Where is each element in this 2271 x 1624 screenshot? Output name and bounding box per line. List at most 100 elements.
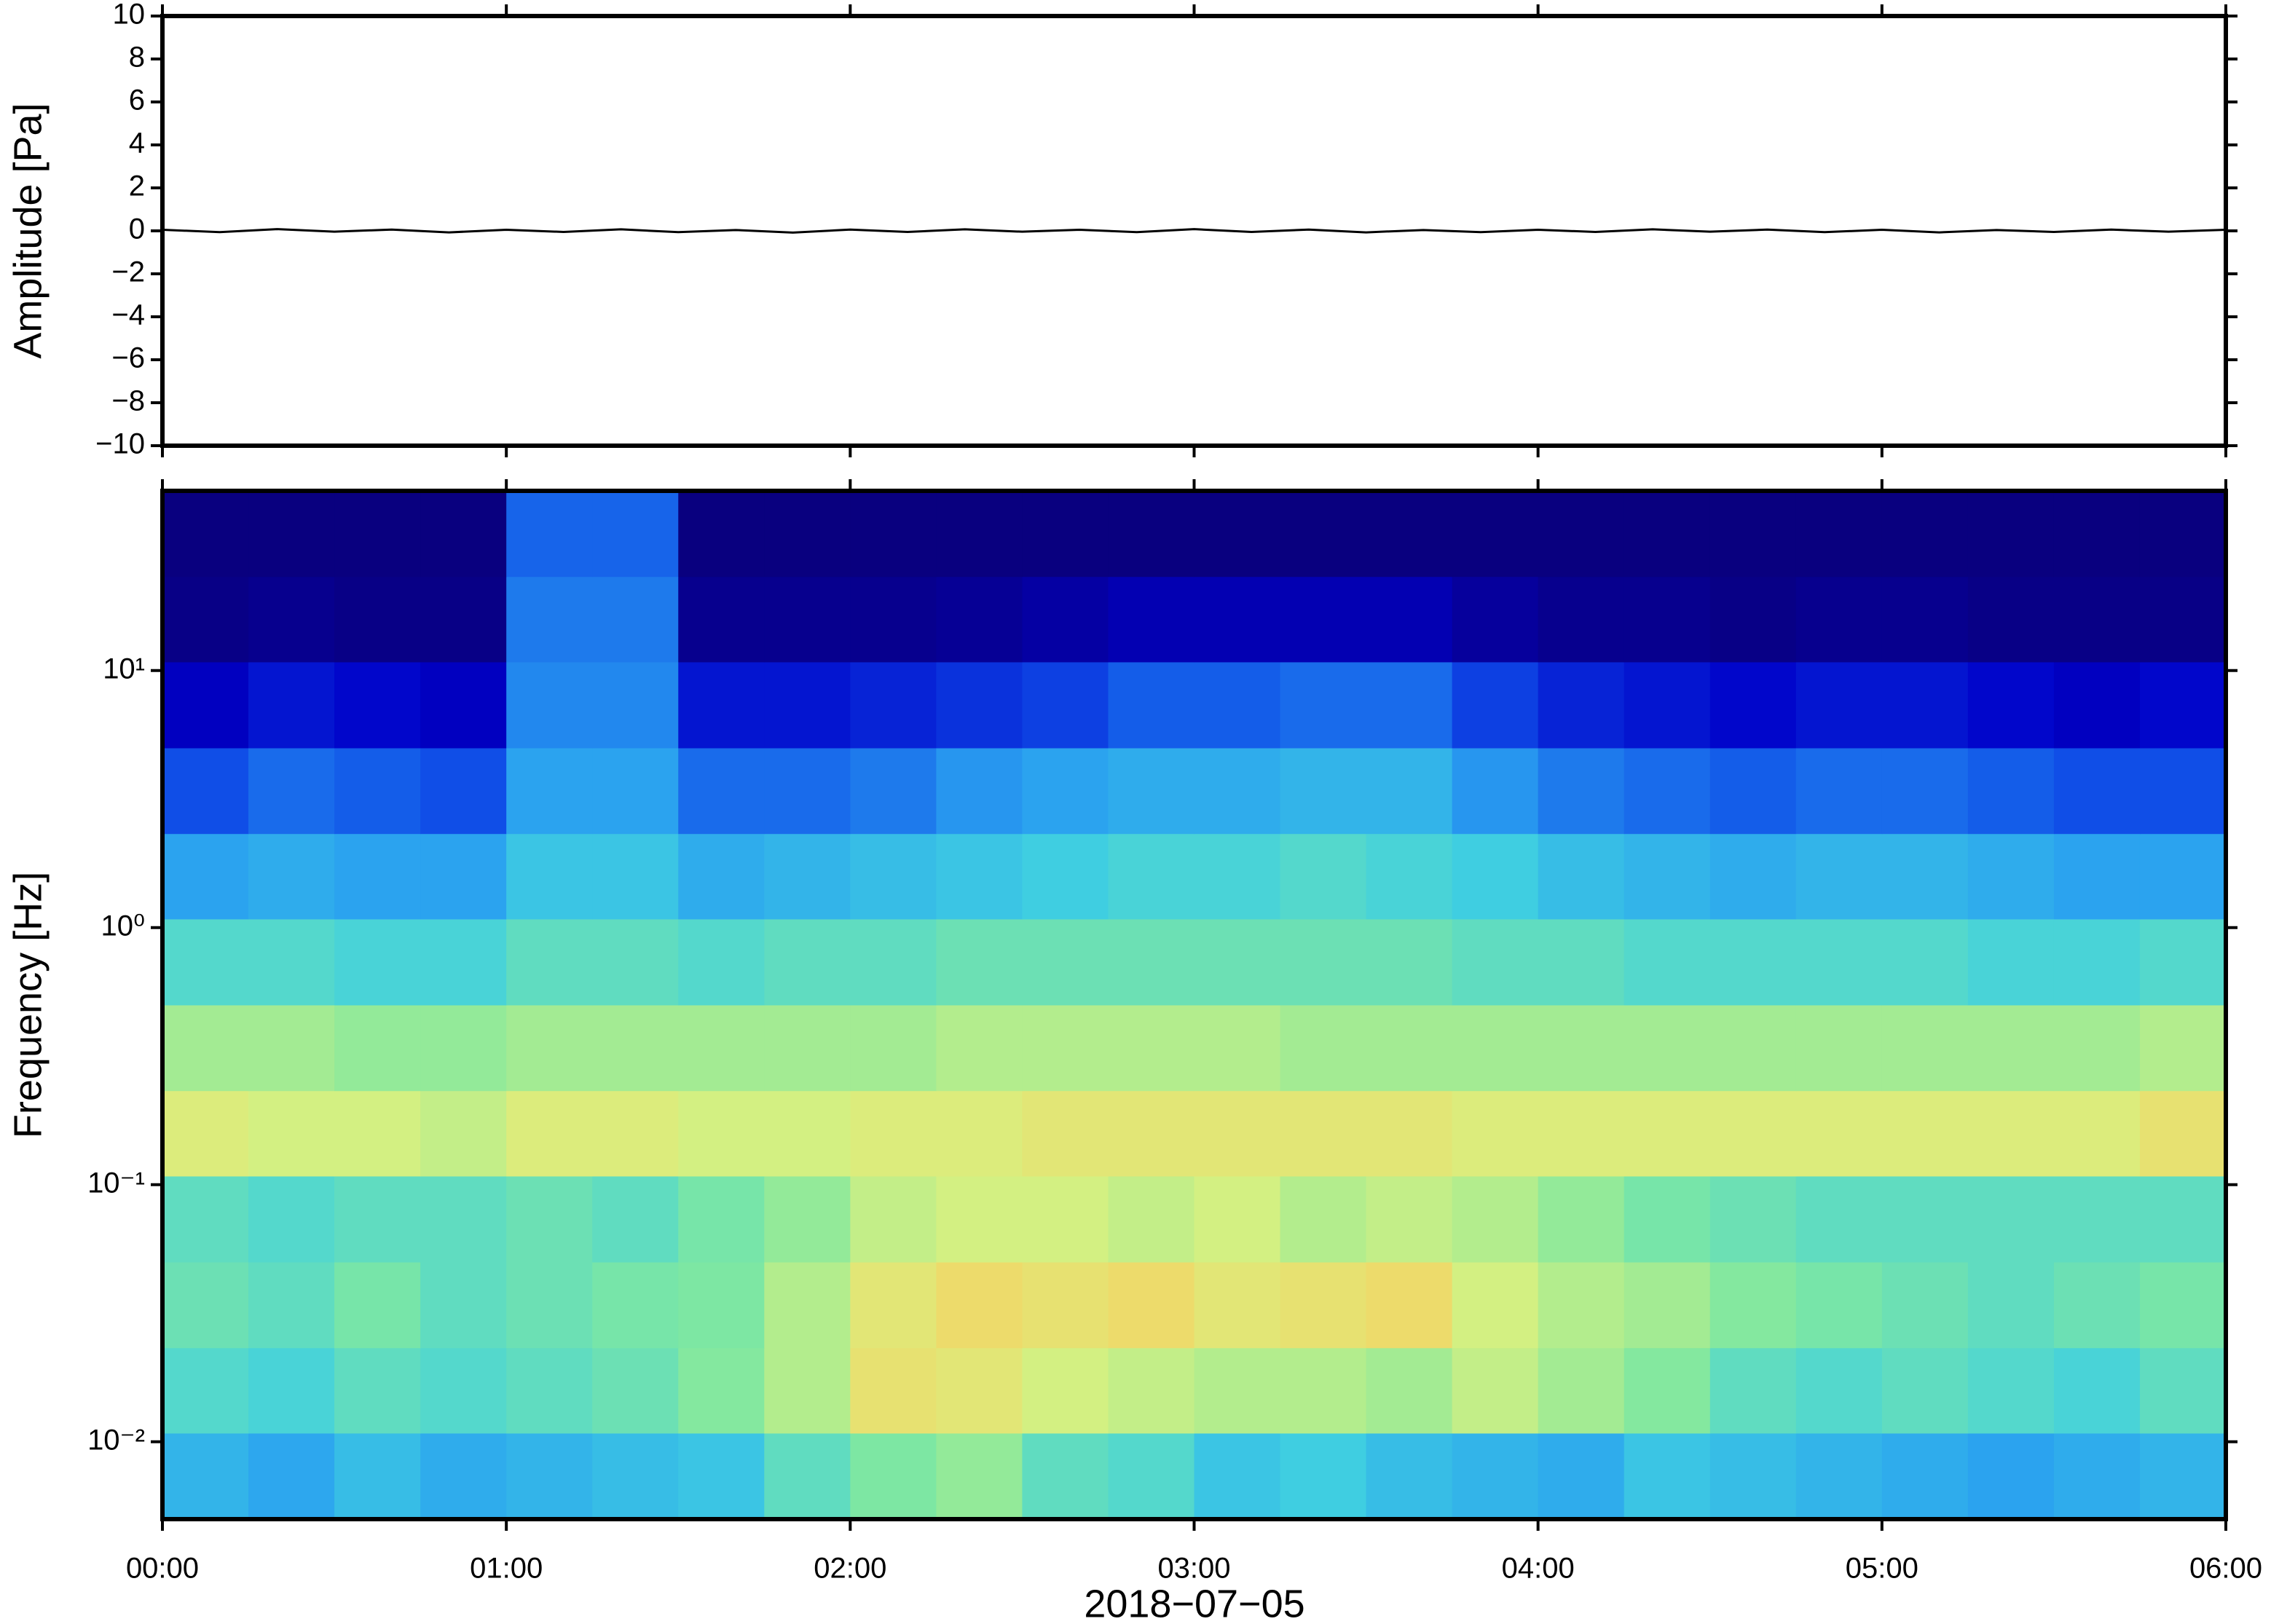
spectrogram-cell [248,1347,335,1434]
spectrogram-cell [1194,1175,1281,1263]
spectrogram-cell [764,1005,851,1092]
spectrogram-cell [1108,748,1194,835]
spectrogram-cell [506,1432,593,1520]
plot-frame [160,489,2228,1521]
spectrogram-cell [1881,833,1969,920]
spectrogram-cell [764,576,851,663]
spectrogram-cell [1022,576,1109,663]
spectrogram-cell [2053,1005,2141,1092]
spectrogram-cell [1194,1432,1281,1520]
spectrogram-cell [678,1432,765,1520]
spectrogram-cell [1280,1432,1367,1520]
spectrogram-cell [1452,576,1539,663]
spectrogram-cell [764,1262,851,1349]
spectrogram-cell [506,1175,593,1263]
spectrogram-cell [678,1347,765,1434]
spectrogram-cell [1022,833,1109,920]
spectrogram-cell [936,661,1023,749]
spectrogram-cell [2139,918,2227,1006]
spectrogram-cell [248,1090,335,1177]
spectrogram-cell [2139,1005,2227,1092]
spectrogram-cell [764,1347,851,1434]
spectrogram-cell [936,1090,1023,1177]
spectrogram-cell [1538,748,1625,835]
spectrogram-cell [1194,491,1281,578]
spectrogram-cell [678,1175,765,1263]
spectrogram-cell [162,491,249,578]
spectrogram-cell [1280,491,1367,578]
spectrogram-cell [1108,1175,1194,1263]
spectrogram-cell [334,491,421,578]
spectrogram-cell [334,1175,421,1263]
spectrogram-cell [248,661,335,749]
spectrogram-cell [1366,1005,1453,1092]
spectrogram-cell [1280,1175,1367,1263]
spectrogram-cell [506,1005,593,1092]
spectrogram-cell [1538,1005,1625,1092]
y-axis-label: Frequency [Hz] [6,872,50,1138]
spectrogram-cell [1452,1090,1539,1177]
y-tick-label: 10⁻¹ [87,1167,145,1199]
spectrogram-cell [1967,661,2055,749]
x-tick-label: 05:00 [1846,1553,1918,1585]
spectrogram-cell [1709,1005,1797,1092]
spectrogram-cell [162,1005,249,1092]
spectrogram-cell [1022,1005,1109,1092]
spectrogram-cell [162,1175,249,1263]
spectrogram-cell [1280,1005,1367,1092]
spectrogram-cell [162,1090,249,1177]
spectrogram-cell [1795,1347,1883,1434]
spectrogram-cell [2139,748,2227,835]
spectrogram-cell [1366,1262,1453,1349]
spectrogram-cell [1022,1347,1109,1434]
spectrogram-cell [334,576,421,663]
spectrogram-cell [506,1347,593,1434]
spectrogram-cell [1623,491,1711,578]
spectrogram-cell [1108,833,1194,920]
spectrogram-cell [2053,661,2141,749]
spectrogram-cell [850,833,937,920]
spectrogram-cell [592,1090,679,1177]
spectrogram-cell [420,918,507,1006]
spectrogram-cell [334,661,421,749]
spectrogram-cell [1108,1090,1194,1177]
spectrogram-cell [334,833,421,920]
spectrogram-cell [506,491,593,578]
spectrogram-cell [162,748,249,835]
y-tick-label: 10⁻² [87,1424,145,1456]
spectrogram-cell [1623,576,1711,663]
spectrogram-cell [420,1175,507,1263]
spectrogram-cell [1022,661,1109,749]
spectrogram-cell [764,1090,851,1177]
spectrogram-cell [592,1262,679,1349]
spectrogram-cell [2139,833,2227,920]
spectrogram-cell [850,1262,937,1349]
spectrogram-cell [1452,748,1539,835]
spectrogram-cell [2053,1347,2141,1434]
spectrogram-cell [1366,1090,1453,1177]
spectrogram-cell [248,918,335,1006]
spectrogram-cell [1452,918,1539,1006]
spectrogram-cell [1366,1432,1453,1520]
spectrogram-cell [1795,1262,1883,1349]
spectrogram-cell [1194,661,1281,749]
y-tick-label: 10¹ [103,653,145,685]
spectrogram-cell [592,918,679,1006]
spectrogram-cell [1795,918,1883,1006]
spectrogram-cell [1795,576,1883,663]
spectrogram-cell [850,1175,937,1263]
spectrogram-cell [334,1262,421,1349]
spectrogram-cell [678,1262,765,1349]
spectrogram-cell [1881,661,1969,749]
spectrogram-cell [2139,1432,2227,1520]
spectrogram-cell [2053,1432,2141,1520]
spectrogram-cell [1452,833,1539,920]
y-axis-label: Amplitude [Pa] [6,103,50,358]
x-tick-label: 02:00 [814,1553,886,1585]
spectrogram-cell [248,576,335,663]
spectrogram-cell [1452,1347,1539,1434]
spectrogram-cell [678,491,765,578]
spectrogram-cell [1795,1005,1883,1092]
spectrogram-cell [1108,1262,1194,1349]
